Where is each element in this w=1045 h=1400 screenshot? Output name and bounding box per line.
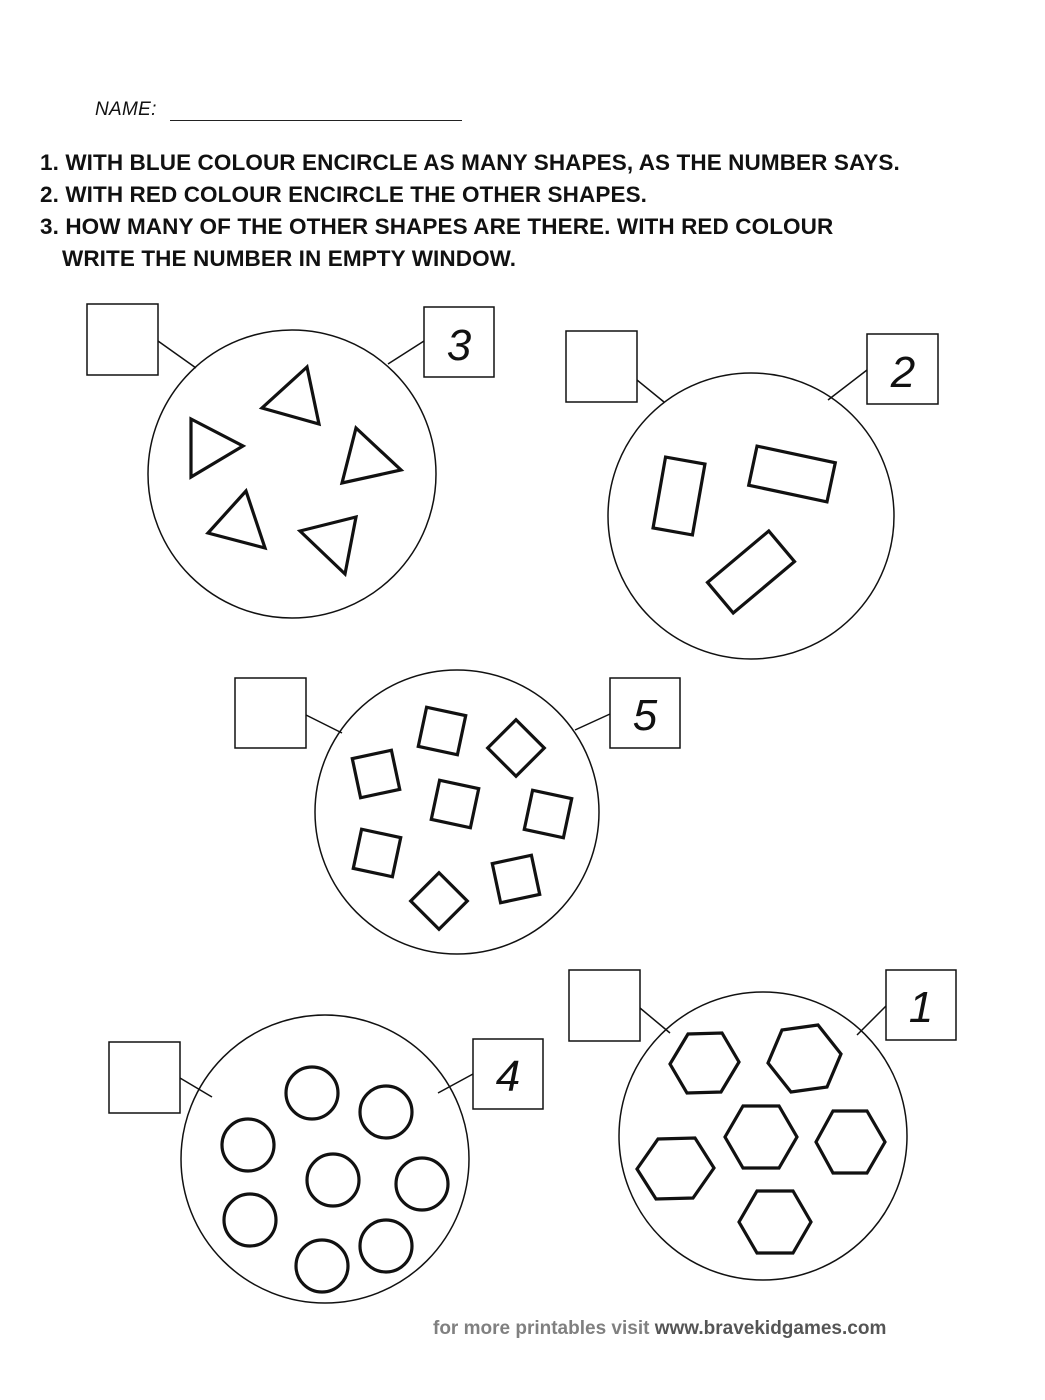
connector-line bbox=[387, 340, 425, 365]
circle-shape bbox=[358, 1084, 414, 1140]
hexagon-shape bbox=[814, 1109, 887, 1175]
square-shape bbox=[408, 870, 470, 932]
exercise-group-circles: 4 bbox=[108, 1014, 544, 1304]
circle-shape bbox=[220, 1117, 276, 1173]
rectangle-shape bbox=[705, 528, 797, 616]
hexagon-shape bbox=[635, 1136, 716, 1201]
exercise-group-hexagons: 1 bbox=[568, 969, 957, 1281]
circle-shape bbox=[222, 1192, 278, 1248]
rectangle-shape bbox=[651, 455, 707, 537]
instruction-3: 3. HOW MANY OF THE OTHER SHAPES ARE THER… bbox=[40, 214, 834, 239]
connector-line bbox=[305, 714, 343, 734]
connector-line bbox=[639, 1007, 671, 1034]
group-circle bbox=[607, 372, 895, 660]
number-box bbox=[423, 306, 495, 378]
connector-line bbox=[179, 1077, 213, 1098]
square-shape bbox=[485, 717, 547, 779]
group-circle bbox=[314, 669, 600, 955]
square-shape bbox=[351, 827, 403, 879]
group-circle bbox=[618, 991, 908, 1281]
footer-url-link[interactable]: www.bravekidgames.com bbox=[654, 1318, 887, 1339]
square-shape bbox=[522, 788, 574, 840]
hexagon-shape bbox=[766, 1023, 843, 1094]
circle-shape bbox=[358, 1218, 414, 1274]
connector-line bbox=[157, 340, 197, 369]
triangle-shape bbox=[189, 416, 247, 480]
triangle-shape bbox=[258, 363, 322, 427]
target-number: 4 bbox=[496, 1052, 520, 1101]
circle-shape bbox=[294, 1238, 350, 1294]
circle-shape bbox=[305, 1152, 361, 1208]
hexagon-shape bbox=[723, 1104, 799, 1170]
connector-line bbox=[636, 379, 665, 403]
answer-box[interactable] bbox=[568, 969, 641, 1042]
square-shape bbox=[350, 748, 402, 800]
connector-line bbox=[574, 713, 611, 731]
square-shape bbox=[490, 853, 542, 905]
instruction-2: 2. WITH RED COLOUR ENCIRCLE THE OTHER SH… bbox=[40, 182, 648, 207]
rectangle-shape bbox=[746, 444, 838, 504]
footer-prefix: for more printables visit bbox=[433, 1318, 650, 1339]
target-number: 2 bbox=[890, 348, 915, 397]
group-circle bbox=[180, 1014, 470, 1304]
target-number: 3 bbox=[447, 321, 472, 370]
square-shape bbox=[416, 705, 468, 757]
number-box bbox=[472, 1038, 544, 1110]
number-box bbox=[885, 969, 957, 1041]
target-number: 1 bbox=[909, 983, 933, 1032]
target-number: 5 bbox=[633, 691, 658, 740]
exercise-group-squares: 5 bbox=[234, 669, 681, 955]
name-label: NAME: bbox=[95, 99, 157, 120]
circle-shape bbox=[284, 1065, 340, 1121]
connector-line bbox=[856, 1005, 887, 1036]
group-circle bbox=[147, 329, 437, 619]
exercise-group-rectangles: 2 bbox=[565, 330, 939, 660]
answer-box[interactable] bbox=[565, 330, 638, 403]
instruction-3-continued: WRITE THE NUMBER IN EMPTY WINDOW. bbox=[62, 246, 517, 271]
number-box bbox=[609, 677, 681, 749]
answer-box[interactable] bbox=[86, 303, 159, 376]
number-box bbox=[866, 333, 939, 405]
footer-credit: for more printables visit www.bravekidga… bbox=[433, 1318, 886, 1340]
triangle-shape bbox=[296, 514, 359, 578]
circle-shape bbox=[394, 1156, 450, 1212]
instruction-1: 1. WITH BLUE COLOUR ENCIRCLE AS MANY SHA… bbox=[40, 150, 900, 175]
exercise-group-triangles: 3 bbox=[86, 303, 495, 619]
connector-line bbox=[437, 1073, 474, 1094]
triangle-shape bbox=[205, 487, 268, 551]
answer-box[interactable] bbox=[108, 1041, 181, 1114]
name-input-line[interactable] bbox=[170, 120, 462, 121]
square-shape bbox=[429, 778, 481, 830]
connector-line bbox=[827, 369, 868, 401]
triangle-shape bbox=[339, 424, 405, 486]
hexagon-shape bbox=[737, 1189, 813, 1255]
hexagon-shape bbox=[668, 1031, 741, 1095]
answer-box[interactable] bbox=[234, 677, 307, 749]
